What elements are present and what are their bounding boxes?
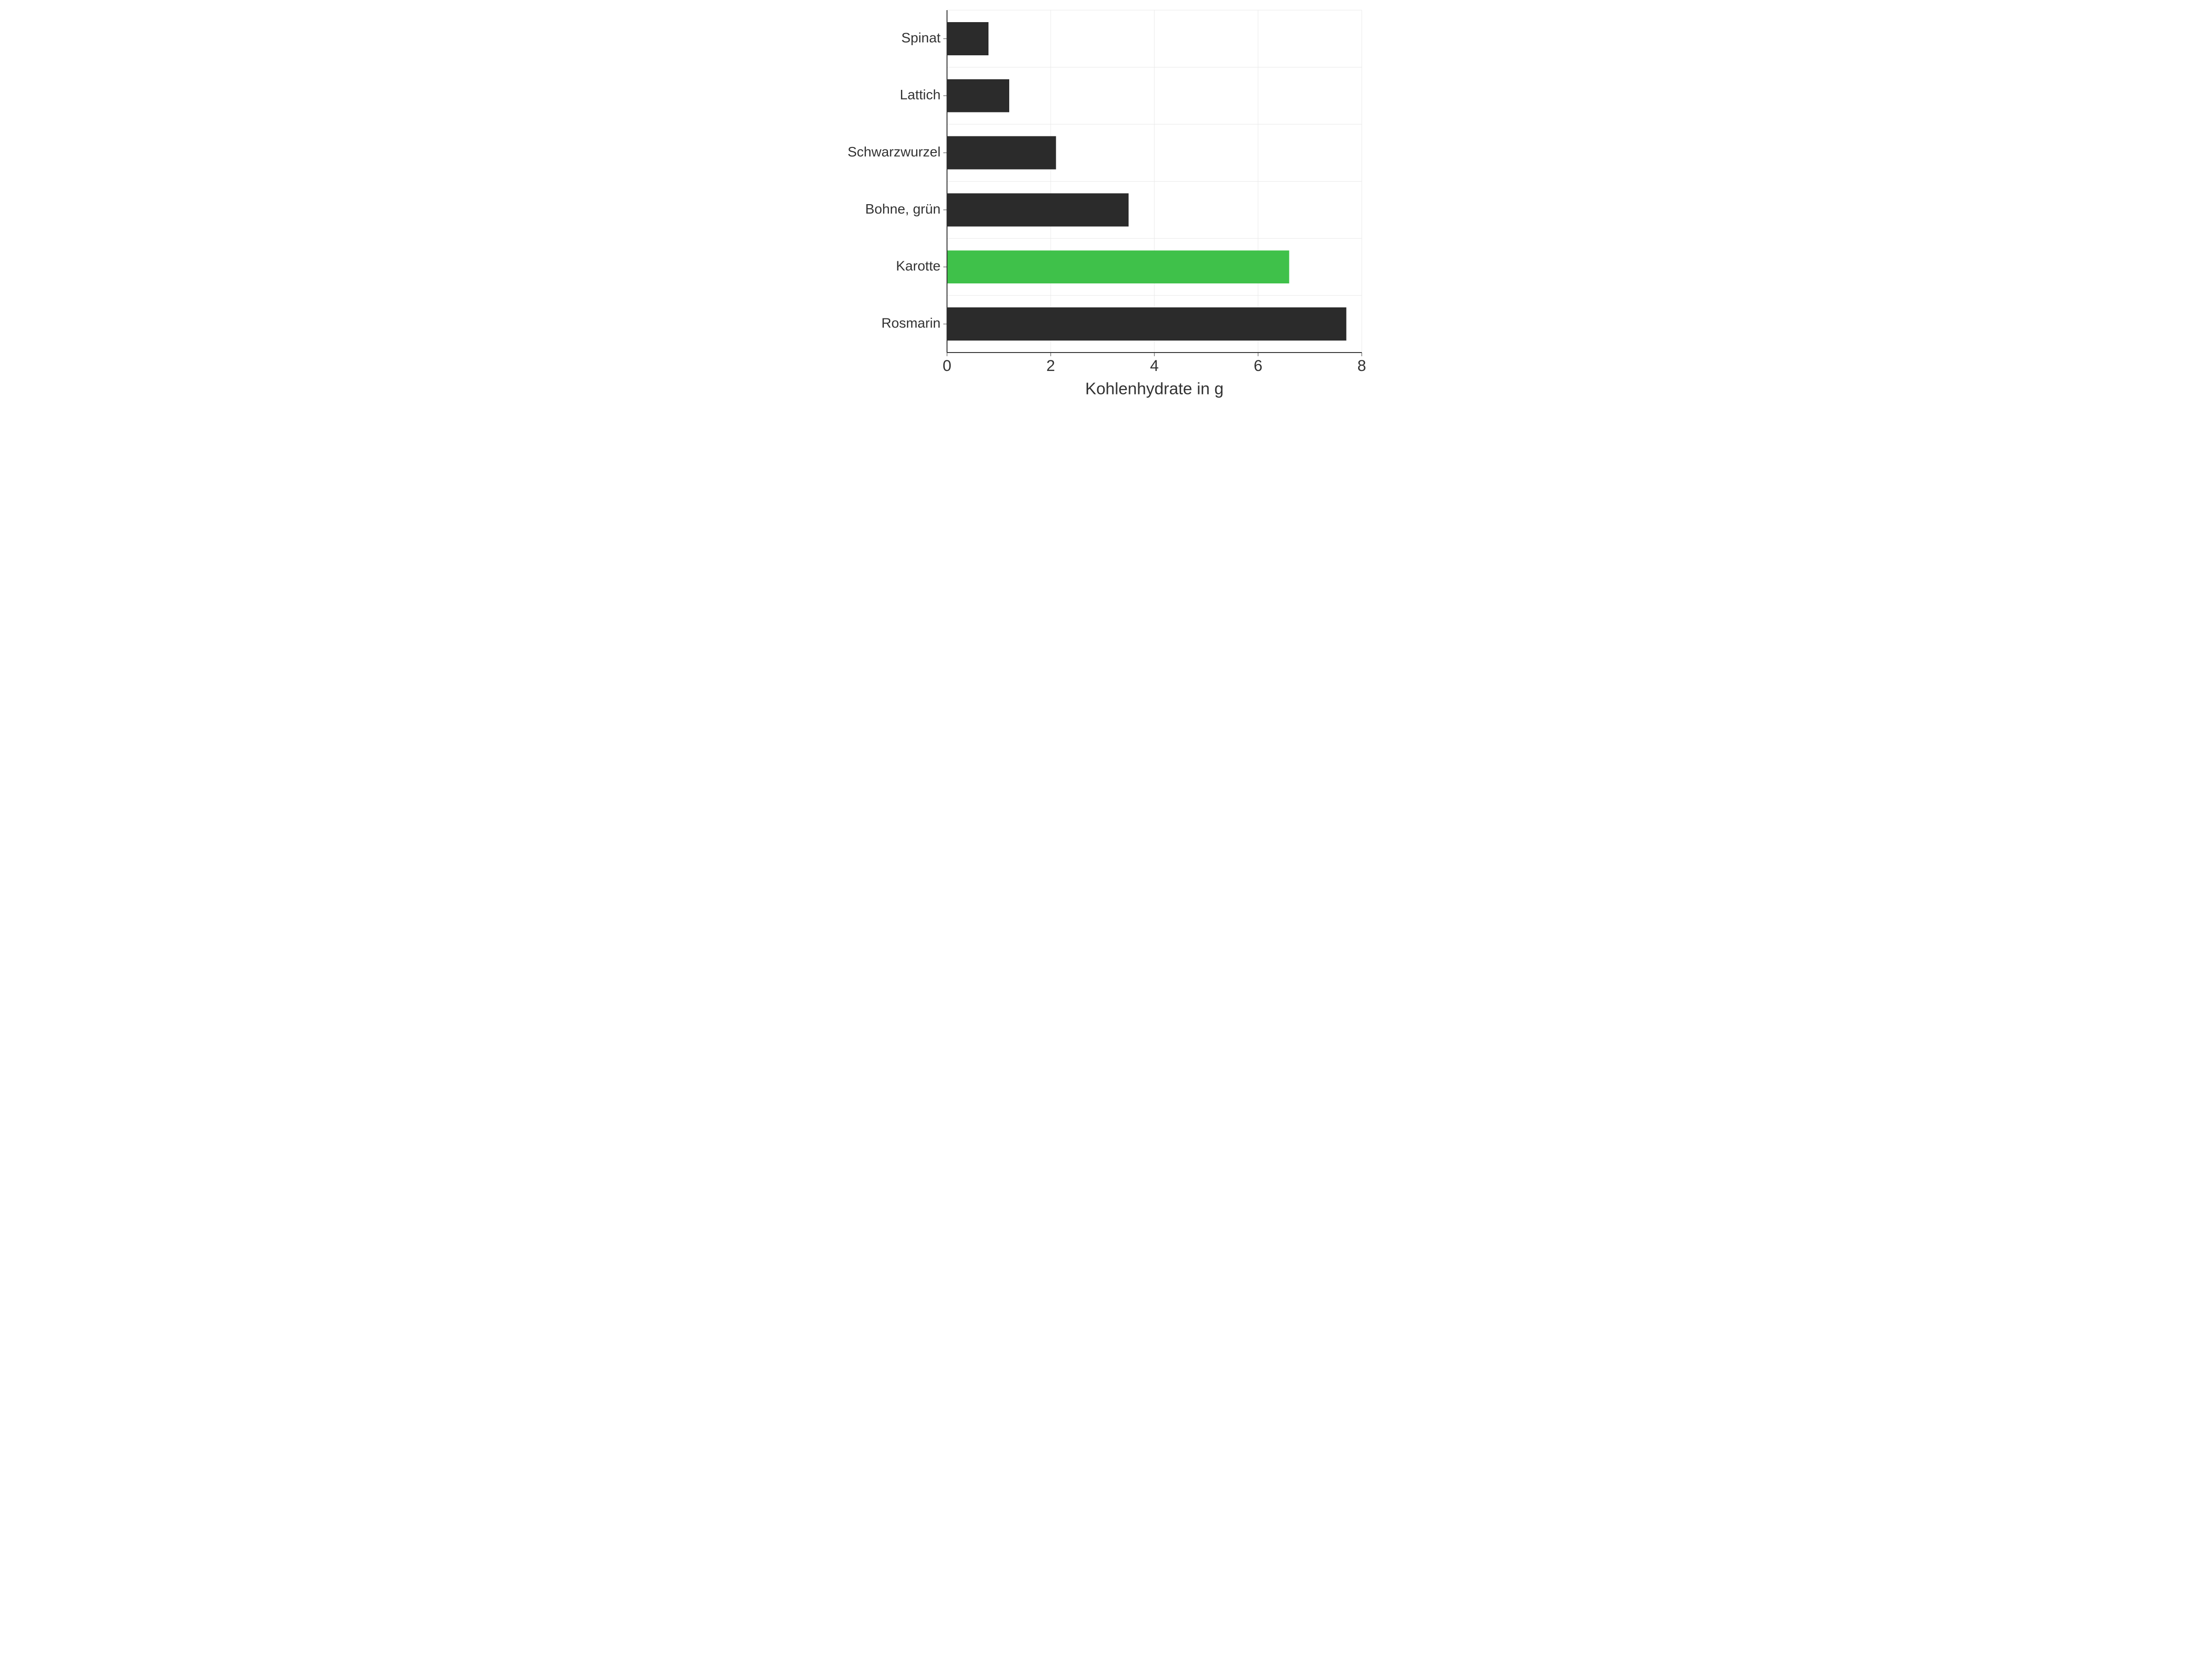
x-axis-title: Kohlenhydrate in g: [1085, 379, 1224, 398]
y-axis-tick-label: Bohne, grün: [865, 201, 941, 217]
y-axis-tick-label: Lattich: [900, 88, 941, 103]
y-axis-tick-label: Karotte: [896, 259, 941, 274]
bar: [947, 22, 988, 55]
bar: [947, 136, 1056, 170]
y-axis-tick-label: Spinat: [901, 30, 941, 46]
x-axis-tick-label: 0: [943, 357, 952, 375]
x-axis-tick-label: 6: [1254, 357, 1263, 375]
bar: [947, 250, 1289, 283]
x-axis-tick-label: 8: [1358, 357, 1366, 375]
bar: [947, 79, 1009, 112]
y-axis-tick-label: Rosmarin: [882, 316, 941, 331]
bar-chart: 0 2 4 6 8 Spinat Lattich Schwarzwurzel Bohne, gr…: [830, 0, 1382, 415]
x-axis-tick-label: 2: [1047, 357, 1055, 375]
bar: [947, 194, 1129, 227]
x-axis-tick-label: 4: [1150, 357, 1159, 375]
y-axis-tick-label: Schwarzwurzel: [847, 145, 941, 160]
bar: [947, 307, 1346, 341]
chart-container: 0 2 4 6 8 Spinat Lattich Schwarzwurzel Bohne, gr…: [830, 0, 1382, 415]
